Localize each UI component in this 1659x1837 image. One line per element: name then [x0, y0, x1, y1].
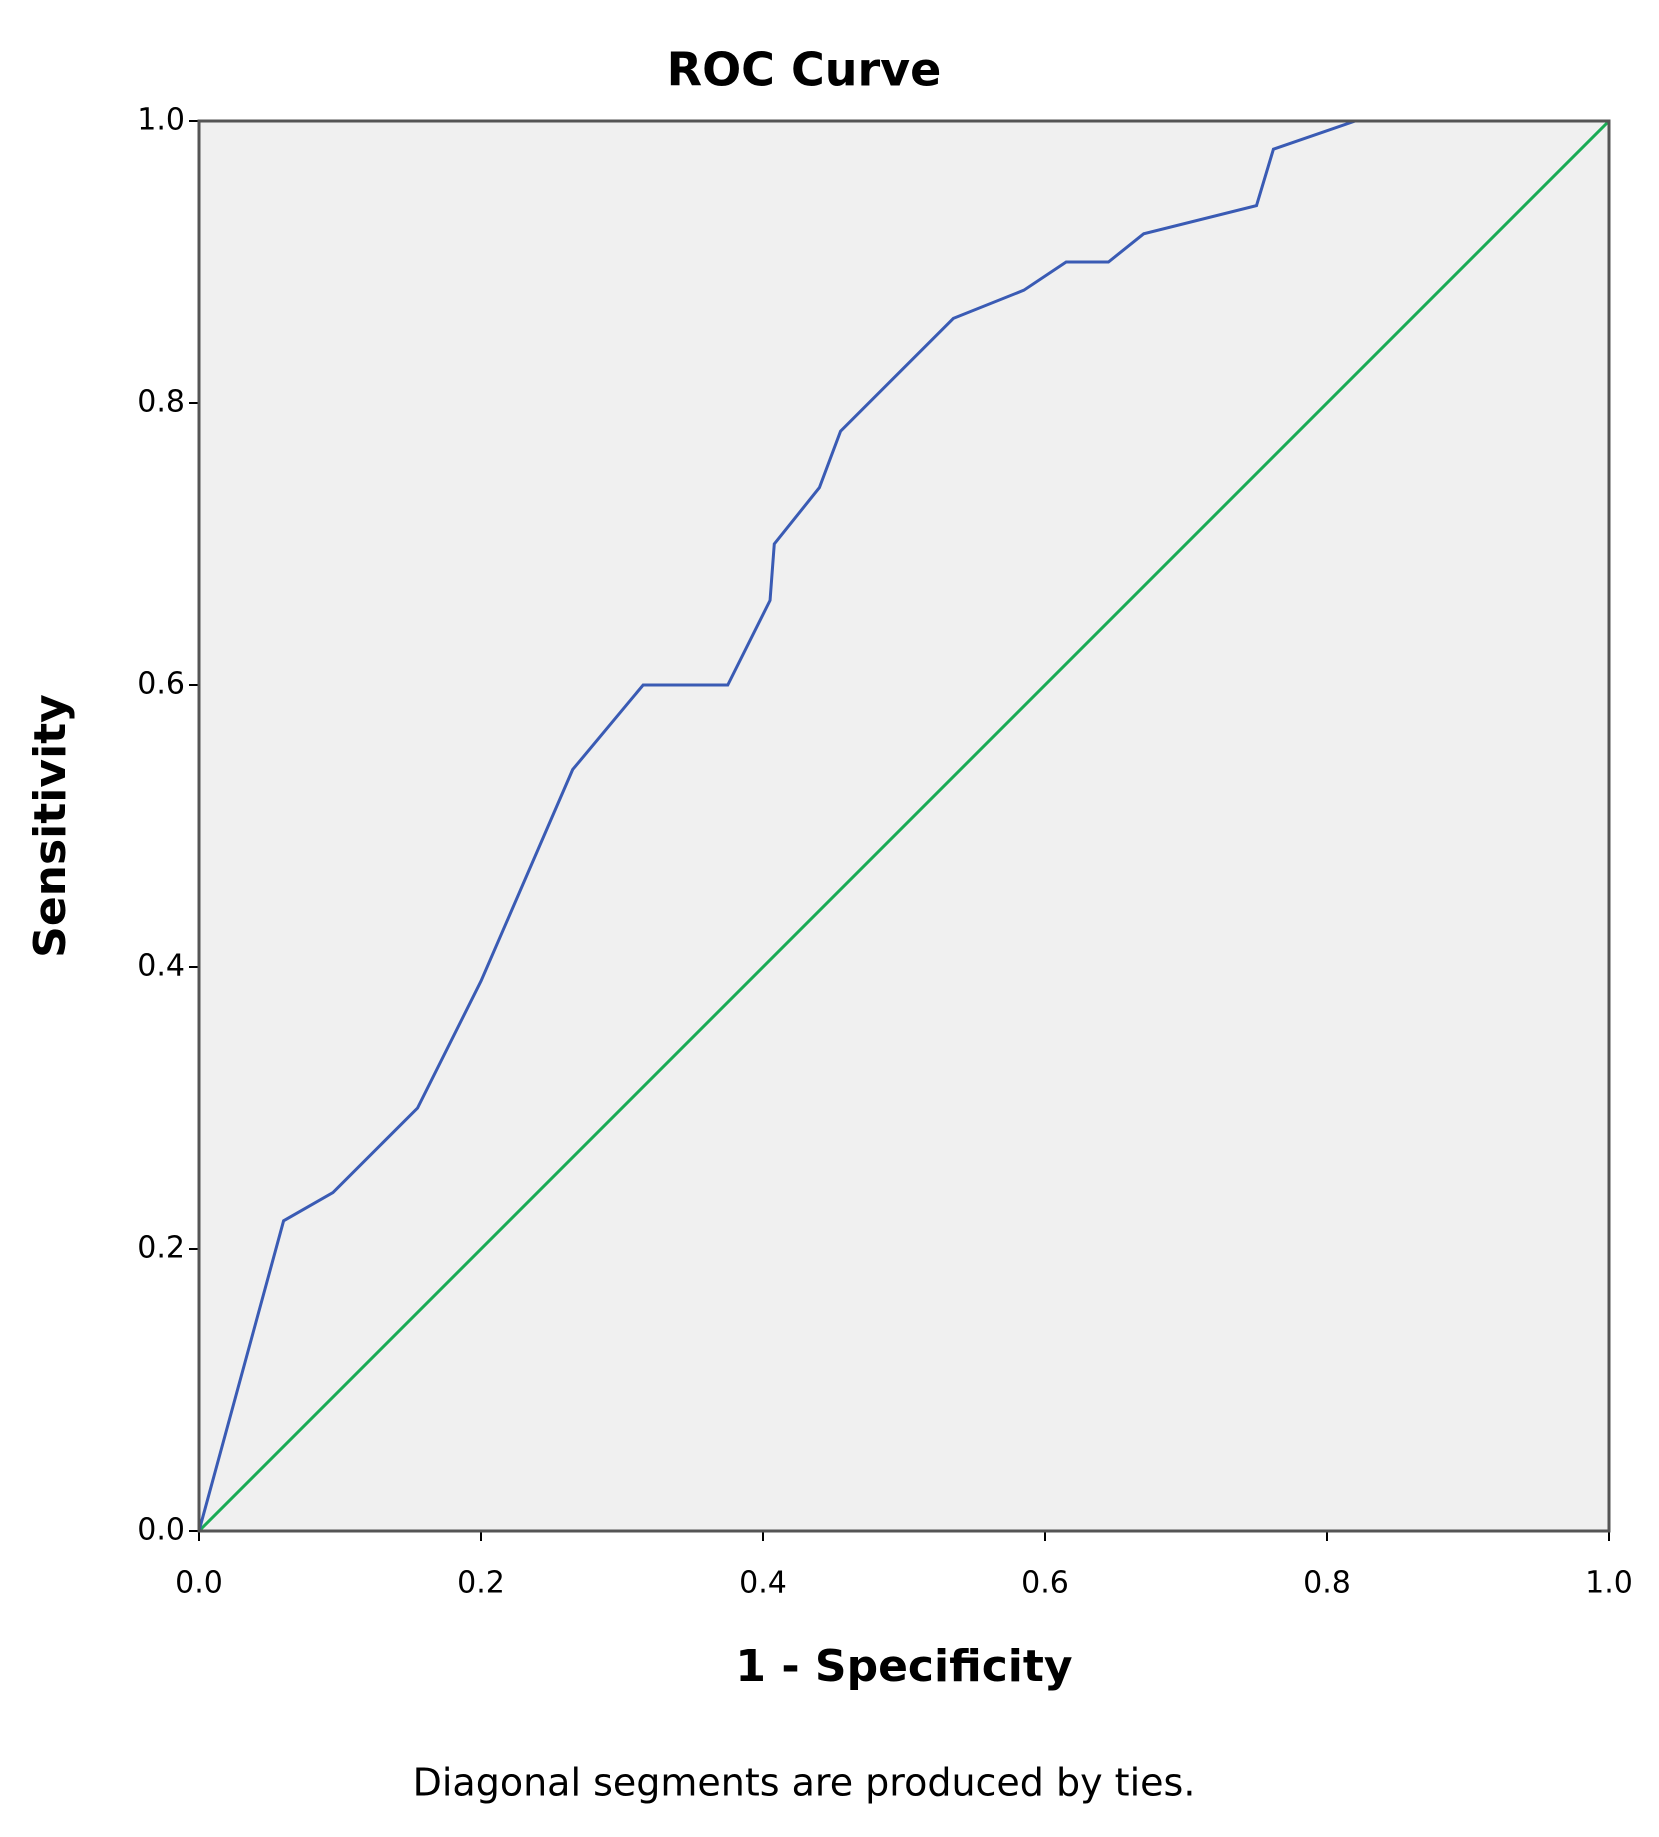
chart-title: ROC Curve — [667, 43, 942, 97]
x-tick-label: 1.0 — [1585, 1566, 1633, 1601]
x-tick-label: 0.2 — [457, 1566, 505, 1601]
line — [197, 119, 1609, 1532]
plot-frame — [197, 119, 1611, 1533]
x-tick-label: 0.0 — [175, 1566, 223, 1601]
y-tick-label: 0.6 — [137, 667, 185, 702]
y-tick-label: 0.0 — [137, 1513, 185, 1548]
y-axis-label: Sensitivity — [25, 694, 76, 958]
x-axis-label: 1 - Specificity — [735, 1641, 1072, 1692]
x-tick-label: 0.6 — [1021, 1566, 1069, 1601]
line — [197, 119, 1611, 1533]
x-tick-label: 0.4 — [739, 1566, 787, 1601]
y-tick-label: 0.4 — [137, 949, 185, 984]
y-tick-label: 1.0 — [137, 103, 185, 138]
x-tick-label: 0.8 — [1303, 1566, 1351, 1601]
y-tick-label: 0.8 — [137, 385, 185, 420]
footnote: Diagonal segments are produced by ties. — [413, 1761, 1196, 1805]
y-tick-label: 0.2 — [137, 1231, 185, 1266]
